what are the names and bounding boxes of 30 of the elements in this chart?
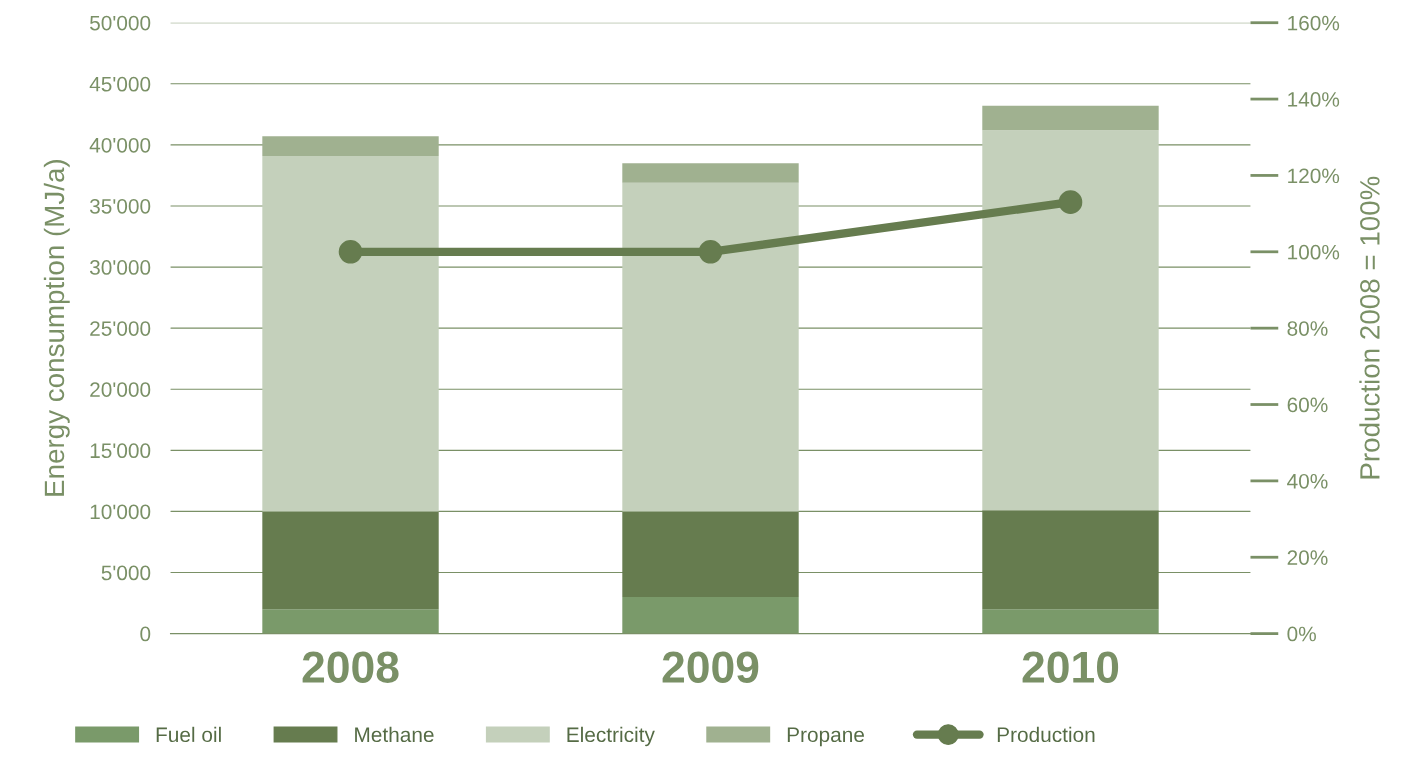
y-tick-label: 30'000 <box>89 260 151 275</box>
y2-axis-title: Production 2008 = 100% <box>1359 176 1380 479</box>
legend-label: Methane <box>355 726 434 743</box>
y2-tick-label: 140% <box>1288 92 1340 107</box>
x-tick-label: 2010 <box>1022 651 1119 683</box>
y-tick-label: 10'000 <box>90 504 151 520</box>
y-tick-label: 15'000 <box>90 443 151 459</box>
y-tick-label: 0 <box>140 626 151 642</box>
legend-label: Electricity <box>567 726 655 747</box>
y2-tick-label: 60% <box>1287 397 1328 413</box>
legend-label: Propane <box>787 727 864 747</box>
y-tick-label: 25'000 <box>90 321 151 336</box>
y-tick-label: 5'000 <box>101 565 151 581</box>
y2-tick-label: 20% <box>1287 550 1328 565</box>
y2-tick-label: 100% <box>1288 244 1340 260</box>
y-tick-label: 35'000 <box>89 198 151 214</box>
y2-tick-label: 40% <box>1287 473 1328 489</box>
legend-label: Fuel oil <box>156 726 221 743</box>
y2-tick-label: 0% <box>1287 626 1316 642</box>
y-tick-label: 45'000 <box>89 76 151 92</box>
x-tick-label: 2009 <box>662 651 759 683</box>
y2-tick-label: 160% <box>1288 15 1340 31</box>
x-tick-label: 2008 <box>302 651 399 683</box>
y2-tick-label: 120% <box>1288 168 1340 184</box>
y2-tick-label: 80% <box>1287 321 1328 336</box>
y-axis-title: Energy consumption (MJ/a) <box>43 160 70 496</box>
legend-label: Production <box>997 726 1095 743</box>
y-tick-label: 50'000 <box>90 15 151 31</box>
y-tick-label: 20'000 <box>90 382 151 397</box>
y-tick-label: 40'000 <box>89 137 151 153</box>
